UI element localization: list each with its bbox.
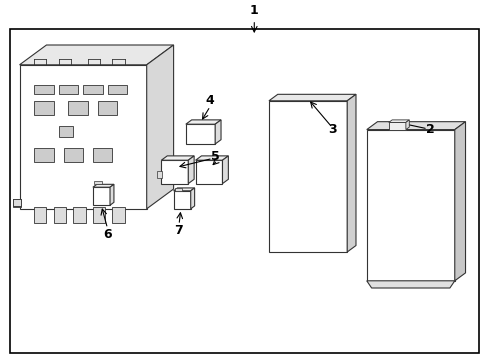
Polygon shape <box>268 94 355 101</box>
Polygon shape <box>173 191 190 209</box>
Text: 4: 4 <box>205 94 214 107</box>
Polygon shape <box>185 120 221 124</box>
Bar <box>107 85 127 94</box>
Text: 1: 1 <box>249 4 258 17</box>
Polygon shape <box>93 184 114 187</box>
Text: 7: 7 <box>174 224 183 237</box>
Polygon shape <box>366 122 465 130</box>
Bar <box>13 199 20 206</box>
Bar <box>59 85 78 94</box>
Polygon shape <box>20 45 173 65</box>
Bar <box>68 101 88 115</box>
Bar <box>63 148 83 162</box>
Polygon shape <box>146 45 173 209</box>
Polygon shape <box>93 187 110 205</box>
Bar <box>93 148 112 162</box>
Bar <box>34 148 54 162</box>
Polygon shape <box>195 160 222 184</box>
Polygon shape <box>454 122 465 281</box>
Polygon shape <box>190 188 194 209</box>
Polygon shape <box>268 101 346 252</box>
Bar <box>13 199 20 206</box>
Text: 3: 3 <box>327 123 336 136</box>
Polygon shape <box>173 188 194 191</box>
Polygon shape <box>222 156 228 184</box>
Bar <box>94 181 102 184</box>
Text: 6: 6 <box>103 228 112 240</box>
Polygon shape <box>405 120 408 130</box>
Polygon shape <box>366 130 454 281</box>
Bar <box>13 199 20 207</box>
Polygon shape <box>195 156 228 160</box>
Bar <box>157 171 162 178</box>
Bar <box>34 101 54 115</box>
Polygon shape <box>161 156 194 160</box>
Polygon shape <box>110 184 114 205</box>
Polygon shape <box>388 122 405 130</box>
Polygon shape <box>388 120 408 122</box>
Bar <box>175 188 182 191</box>
Bar <box>54 207 66 223</box>
Polygon shape <box>20 65 146 209</box>
Text: 2: 2 <box>425 123 434 136</box>
Bar <box>13 199 20 206</box>
Polygon shape <box>185 124 215 144</box>
Bar <box>83 85 102 94</box>
Bar <box>34 85 54 94</box>
Text: 5: 5 <box>210 150 219 163</box>
Polygon shape <box>346 94 355 252</box>
Bar <box>34 207 46 223</box>
Bar <box>98 101 117 115</box>
Polygon shape <box>188 156 194 184</box>
Bar <box>93 207 105 223</box>
Polygon shape <box>215 120 221 144</box>
Bar <box>112 207 124 223</box>
Bar <box>59 126 73 137</box>
Polygon shape <box>161 160 188 184</box>
Polygon shape <box>366 281 454 288</box>
Bar <box>73 207 85 223</box>
